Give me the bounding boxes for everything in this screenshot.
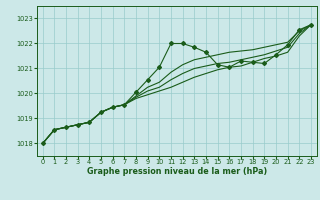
X-axis label: Graphe pression niveau de la mer (hPa): Graphe pression niveau de la mer (hPa) — [87, 167, 267, 176]
